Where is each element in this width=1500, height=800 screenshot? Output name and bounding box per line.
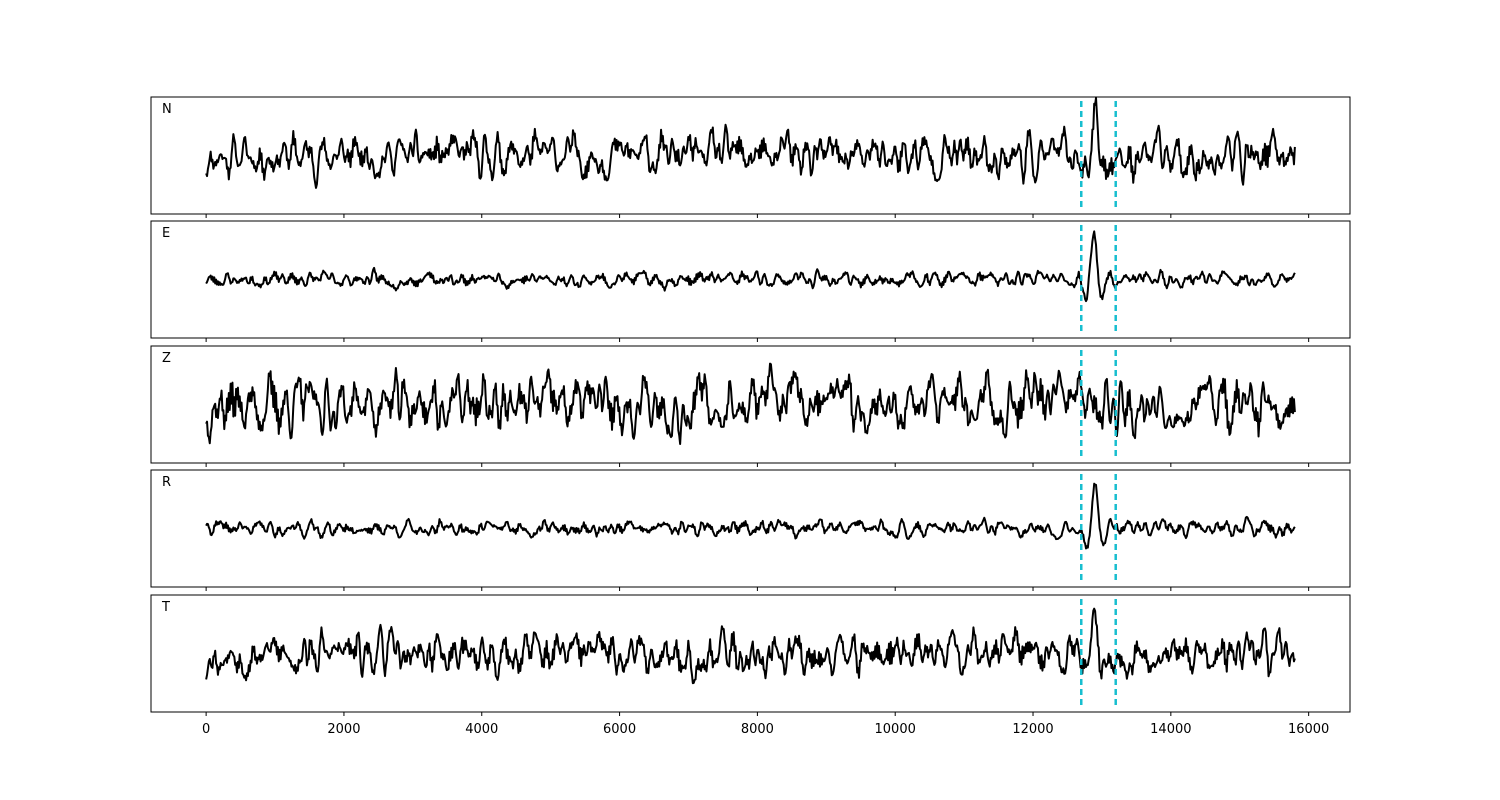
panel-frame	[150, 345, 1351, 464]
x-tick-label: 10000	[875, 722, 916, 737]
panel-label: T	[161, 600, 170, 615]
panel-z: Z	[150, 345, 1351, 467]
x-tick-label: 2000	[327, 722, 360, 737]
x-tick-label: 8000	[741, 722, 774, 737]
panel-e: E	[150, 220, 1351, 342]
x-tick-label: 16000	[1288, 722, 1329, 737]
panel-label: E	[162, 226, 170, 241]
panels-group: N E Z R T	[150, 96, 1351, 716]
x-axis: 0 2000 4000 6000 8000 10000 12000 14000 16000	[202, 722, 1329, 737]
waveform-line	[205, 482, 1296, 550]
waveform-line	[205, 362, 1296, 446]
waveform-line	[205, 607, 1296, 685]
x-tick-label: 4000	[465, 722, 498, 737]
x-tick-label: 14000	[1150, 722, 1191, 737]
panel-label: R	[162, 475, 171, 490]
waveform-line	[205, 230, 1296, 303]
waveform-line	[205, 96, 1296, 189]
panel-t: T	[150, 594, 1351, 716]
x-tick-label: 6000	[603, 722, 636, 737]
panel-r: R	[150, 469, 1351, 591]
x-tick-label: 0	[202, 722, 210, 737]
panel-label: Z	[162, 351, 171, 366]
panel-frame	[150, 220, 1351, 339]
panel-n: N	[150, 96, 1351, 218]
x-tick-label: 12000	[1012, 722, 1053, 737]
panel-label: N	[162, 102, 172, 117]
